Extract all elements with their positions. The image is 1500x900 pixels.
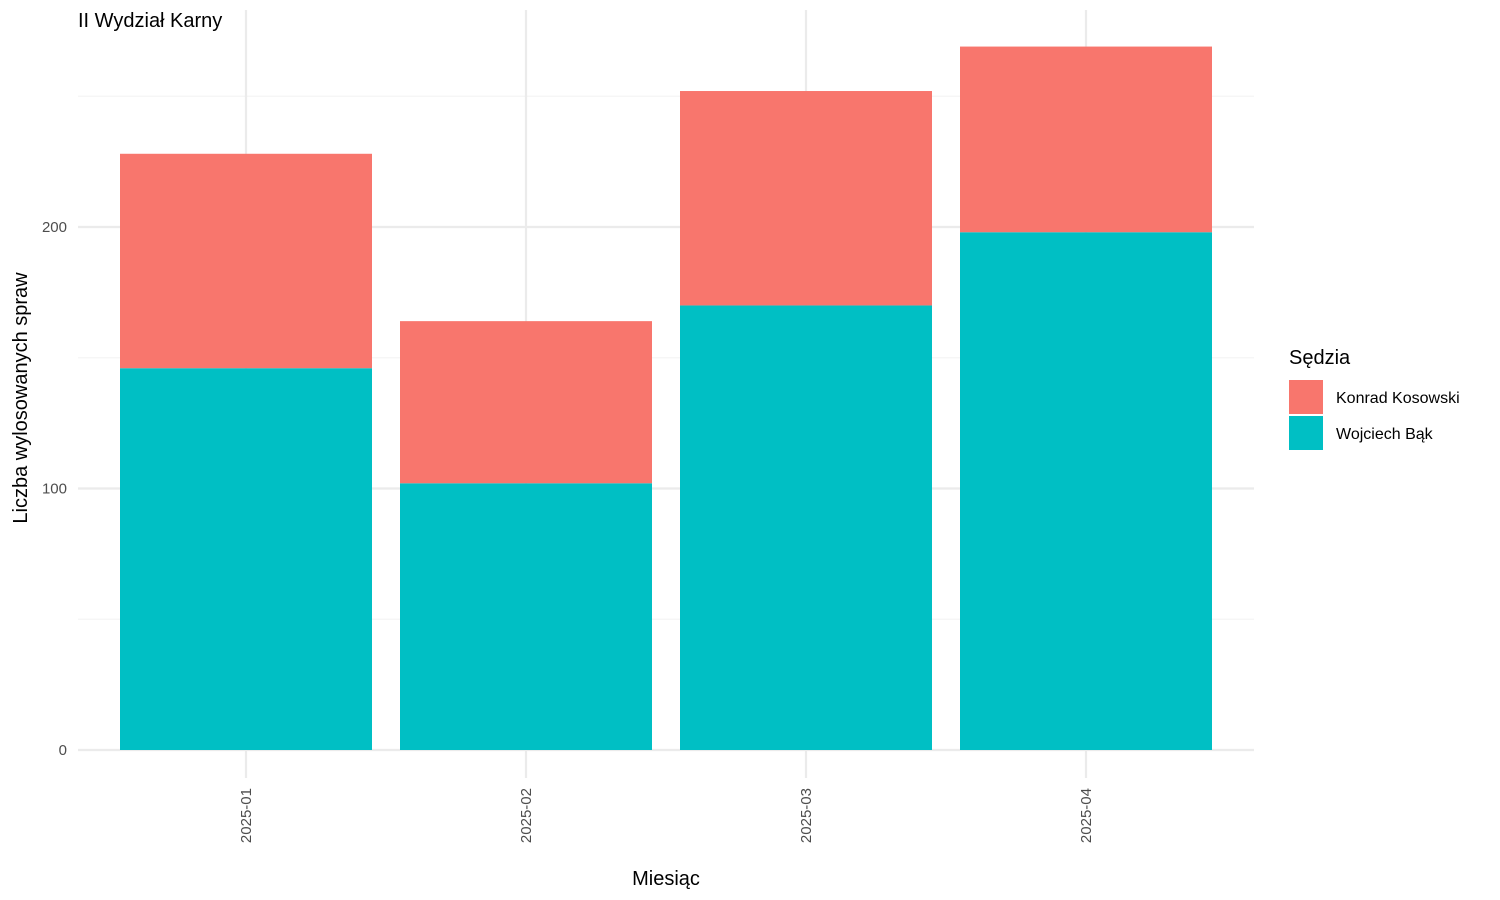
- y-axis-title: Liczba wylosowanych spraw: [10, 272, 32, 524]
- bar-konrad-kosowski-2025-01: [120, 153, 372, 369]
- bar-konrad-kosowski-2025-04: [960, 46, 1212, 233]
- x-tick-label: 2025-02: [518, 788, 535, 843]
- legend: Sędzia Konrad Kosowski Wojciech Bąk: [1289, 347, 1460, 450]
- bar-konrad-kosowski-2025-03: [680, 91, 932, 306]
- chart-title: II Wydział Karny: [78, 10, 222, 32]
- x-tick-label: 2025-04: [1078, 788, 1095, 843]
- legend-label: Konrad Kosowski: [1336, 390, 1460, 407]
- bar-konrad-kosowski-2025-02: [400, 321, 652, 484]
- y-tick-label: 100: [42, 481, 67, 498]
- y-axis-ticks: 0 100 200: [42, 219, 67, 759]
- y-tick-label: 0: [59, 742, 67, 759]
- y-tick-label: 200: [42, 219, 67, 236]
- legend-entries: Konrad Kosowski Wojciech Bąk: [1289, 380, 1460, 450]
- legend-title: Sędzia: [1289, 347, 1351, 369]
- legend-swatch: [1289, 380, 1323, 414]
- bar-wojciech-b-k-2025-03: [680, 305, 932, 750]
- legend-label: Wojciech Bąk: [1336, 426, 1434, 443]
- x-axis-title: Miesiąc: [632, 868, 700, 890]
- legend-swatch: [1289, 416, 1323, 450]
- bars: [120, 46, 1212, 751]
- bar-wojciech-b-k-2025-04: [960, 232, 1212, 751]
- x-tick-label: 2025-01: [238, 788, 255, 843]
- bar-wojciech-b-k-2025-02: [400, 483, 652, 750]
- x-axis-ticks: 2025-01 2025-02 2025-03 2025-04: [238, 788, 1095, 843]
- x-tick-label: 2025-03: [798, 788, 815, 843]
- bar-wojciech-b-k-2025-01: [120, 368, 372, 750]
